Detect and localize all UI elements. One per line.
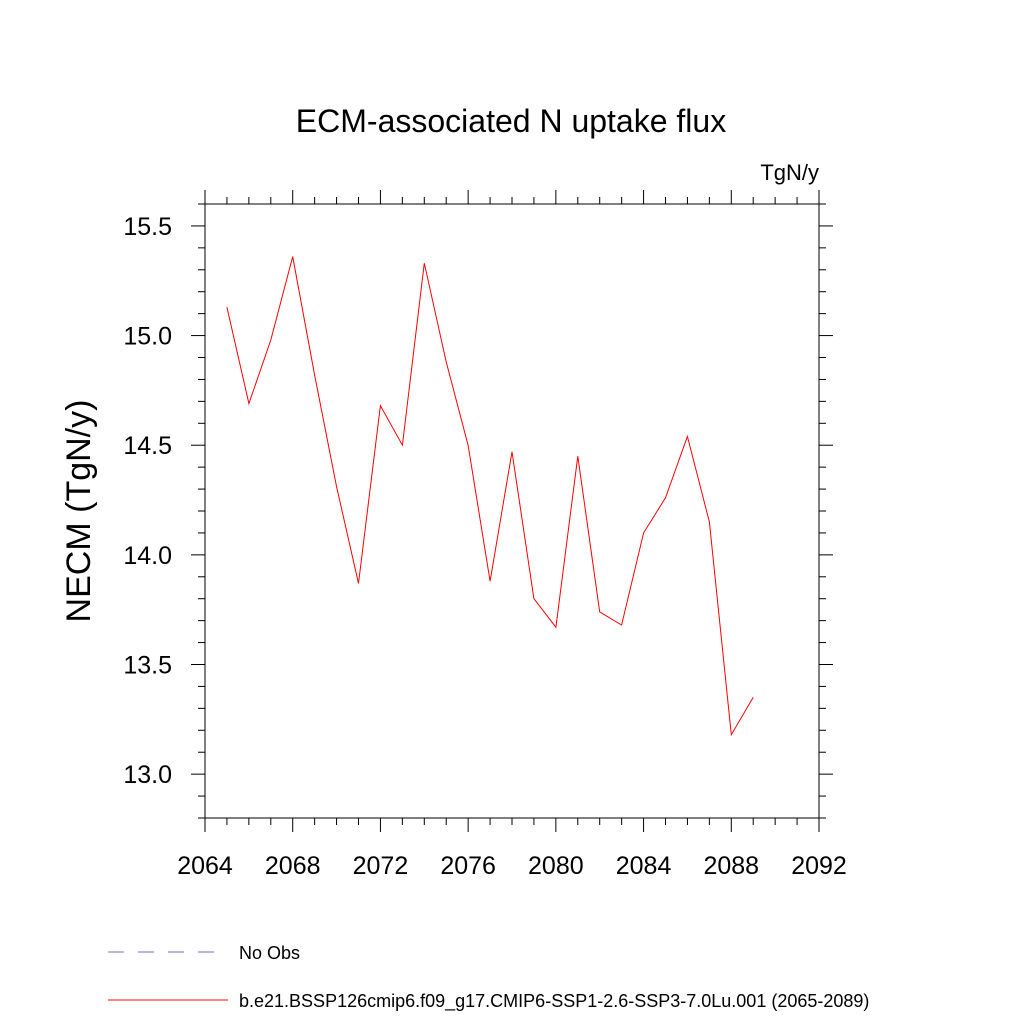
x-axis: 2064 2068 2072 2076 2080 2084 2088 2092: [177, 190, 847, 880]
series-layer: [226, 256, 754, 737]
x-tick-label: 2080: [528, 852, 584, 880]
y-tick-label: 14.5: [123, 432, 172, 460]
y-tick-label: 14.0: [123, 542, 172, 570]
units-label: TgN/y: [760, 160, 819, 185]
y-axis: 13.0 13.5 14.0 14.5 15.0 15.5: [123, 203, 833, 819]
y-axis-label: NECM (TgN/y): [60, 400, 98, 623]
legend-label-no-obs: No Obs: [239, 943, 300, 963]
x-tick-label: 2076: [440, 852, 496, 880]
y-tick-label: 13.5: [123, 652, 172, 680]
x-tick-label: 2084: [616, 852, 672, 880]
x-tick-label: 2088: [703, 852, 759, 880]
plot-frame: [204, 203, 820, 819]
x-tick-label: 2072: [353, 852, 409, 880]
x-tick-label: 2064: [177, 852, 233, 880]
series-line: [226, 256, 754, 737]
x-tick-label: 2068: [265, 852, 321, 880]
y-tick-label: 15.0: [123, 323, 172, 351]
legend-label-model: b.e21.BSSP126cmip6.f09_g17.CMIP6-SSP1-2.…: [239, 991, 869, 1012]
chart-title: ECM-associated N uptake flux: [296, 103, 726, 139]
y-tick-label: 15.5: [123, 213, 172, 241]
y-tick-label: 13.0: [123, 761, 172, 789]
legend: No Obs b.e21.BSSP126cmip6.f09_g17.CMIP6-…: [108, 943, 869, 1012]
x-tick-label: 2092: [791, 852, 847, 880]
